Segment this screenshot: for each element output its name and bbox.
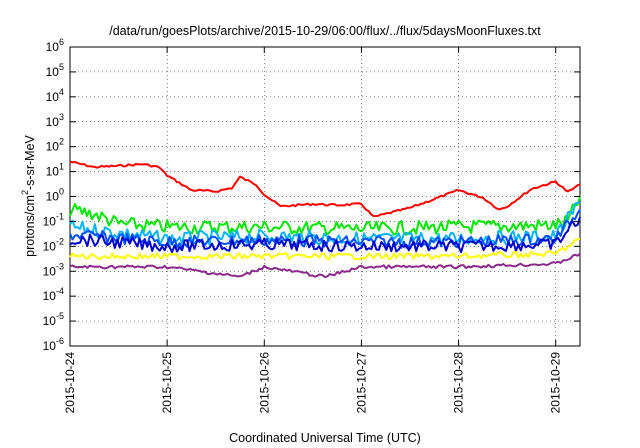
y-tick-label: 10-6 [43,336,64,353]
x-tick-label: 2015-10-28 [452,352,466,414]
y-tick-base: 10 [46,65,60,79]
y-tick-labels: 10-610-510-410-310-210-11001011021031041… [43,37,64,353]
x-tick-label: 2015-10-26 [257,352,271,414]
y-tick-base: 10 [46,40,60,54]
series-line-1 [69,160,581,218]
y-tick-label: 101 [46,162,64,179]
y-tick-label: 105 [46,62,64,79]
y-tick-exponent: 1 [59,162,64,172]
y-tick-exponent: 5 [59,62,64,72]
y-tick-label: 10-1 [43,211,64,228]
y-tick-base: 10 [43,289,57,303]
y-axis-label-sup: 2 [20,190,30,195]
y-tick-base: 10 [43,239,57,253]
x-tick-label: 2015-10-29 [549,352,563,414]
series-lines [69,160,581,279]
y-tick-label: 104 [46,87,64,104]
y-tick-exponent: -4 [56,286,64,296]
series-line-7 [69,253,581,279]
axis-ticks [69,46,580,347]
y-tick-label: 10-4 [43,286,64,303]
y-tick-label: 10-3 [43,261,64,278]
y-tick-label: 10-5 [43,311,64,328]
series-line-2 [69,196,581,236]
y-tick-exponent: 6 [59,37,64,47]
y-tick-base: 10 [46,115,60,129]
y-tick-label: 106 [46,37,64,54]
y-tick-base: 10 [43,339,57,353]
y-tick-base: 10 [43,214,57,228]
y-tick-exponent: -6 [56,336,64,346]
chart-title: /data/run/goesPlots/archive/2015-10-29/0… [109,24,541,38]
y-tick-exponent: -2 [56,236,64,246]
y-tick-exponent: -5 [56,311,64,321]
y-tick-base: 10 [46,90,60,104]
y-tick-exponent: -3 [56,261,64,271]
y-tick-exponent: -1 [56,211,64,221]
y-tick-exponent: 2 [59,137,64,147]
y-tick-exponent: 4 [59,87,64,97]
x-tick-label: 2015-10-25 [160,352,174,414]
x-axis-label: Coordinated Universal Time (UTC) [229,431,421,445]
y-tick-base: 10 [43,264,57,278]
y-axis-label-part1: protons/cm [23,195,37,257]
series-line-4 [69,208,581,249]
y-tick-base: 10 [43,314,57,328]
y-tick-label: 103 [46,112,64,129]
y-tick-label: 102 [46,137,64,154]
y-tick-exponent: 0 [59,187,64,197]
series-line-5 [69,216,581,254]
y-axis-label-part2: -s-sr-MeV [23,134,37,190]
y-tick-base: 10 [46,165,60,179]
x-tick-label: 2015-10-24 [63,352,77,414]
y-tick-label: 100 [46,187,64,204]
y-axis-label: protons/cm2-s-sr-MeV [20,134,37,256]
y-tick-base: 10 [46,190,60,204]
grid-lines [70,47,580,346]
y-tick-label: 10-2 [43,236,64,253]
y-tick-base: 10 [46,140,60,154]
x-tick-label: 2015-10-27 [354,352,368,414]
series-line-6 [69,237,581,261]
x-tick-labels: 2015-10-24 2015-10-25 2015-10-26 2015-10-27… [63,352,563,414]
y-tick-exponent: 3 [59,112,64,122]
